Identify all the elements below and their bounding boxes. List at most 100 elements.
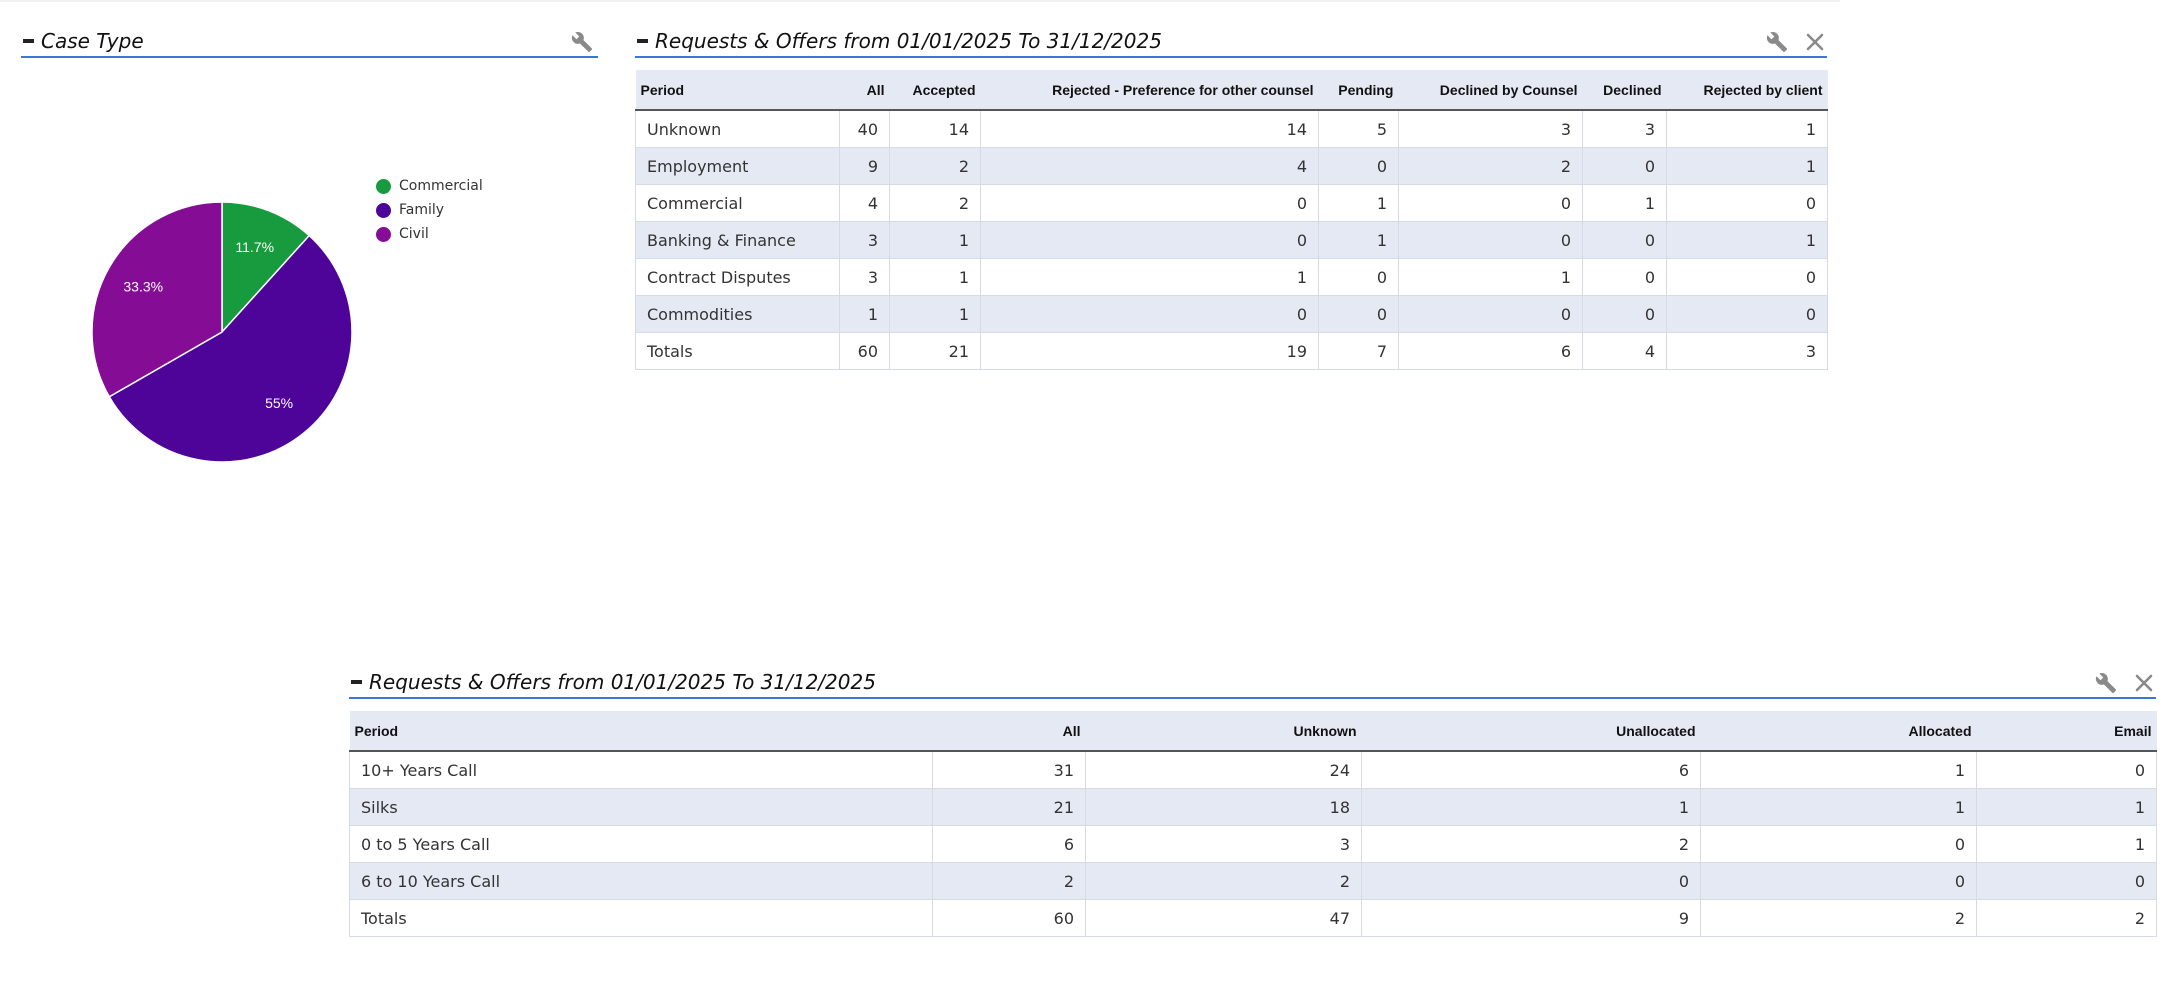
value-cell: 0 [1318, 295, 1399, 333]
value-cell: 1 [1361, 788, 1701, 826]
requests-by-seniority-title-wrap: Requests & Offers from 01/01/2025 To 31/… [351, 672, 876, 692]
value-cell: 6 [1398, 332, 1583, 370]
value-cell: 0 [1582, 295, 1667, 333]
row-label-cell: Employment [635, 147, 840, 185]
column-header[interactable]: All [839, 70, 890, 111]
value-cell: 0 [1398, 295, 1583, 333]
legend-swatch-commercial [376, 178, 391, 194]
legend-item-civil[interactable]: Civil [376, 222, 483, 246]
legend-label-civil: Civil [399, 226, 429, 242]
value-cell: 21 [932, 788, 1086, 826]
wrench-icon[interactable] [2094, 671, 2118, 695]
column-header[interactable]: All [932, 711, 1086, 752]
table-row[interactable]: Totals 60 21 19 7 6 4 3 [635, 332, 1828, 370]
table-row[interactable]: Totals 60 47 9 2 2 [349, 899, 2157, 937]
requests-by-type-title: Requests & Offers from 01/01/2025 To 31/… [655, 29, 1162, 53]
table-row[interactable]: 0 to 5 Years Call 6 3 2 0 1 [349, 825, 2157, 863]
column-header[interactable]: Allocated [1700, 711, 1977, 752]
column-header[interactable]: Period [635, 70, 840, 111]
value-cell: 18 [1085, 788, 1362, 826]
requests-by-type-header: Requests & Offers from 01/01/2025 To 31/… [635, 0, 1827, 58]
legend-item-commercial[interactable]: Commercial [376, 174, 483, 198]
table-row[interactable]: Silks 21 18 1 1 1 [349, 788, 2157, 826]
value-cell: 2 [889, 184, 981, 222]
table-row[interactable]: Banking & Finance 3 1 0 1 0 0 1 [635, 221, 1828, 259]
row-label-cell: Commercial [635, 184, 840, 222]
column-header[interactable]: Declined [1582, 70, 1667, 111]
close-icon[interactable] [2132, 671, 2156, 695]
pie-slice-civil[interactable] [91, 201, 223, 398]
value-cell: 0 [980, 184, 1319, 222]
value-cell: 6 [932, 825, 1086, 863]
value-cell: 3 [1582, 109, 1667, 148]
column-header[interactable]: Email [1976, 711, 2157, 752]
table-row[interactable]: Unknown 40 14 14 5 3 3 1 [635, 109, 1828, 148]
wrench-icon[interactable] [570, 30, 594, 54]
value-cell: 1 [1666, 221, 1828, 259]
value-cell: 1 [1666, 147, 1828, 185]
value-cell: 3 [1398, 109, 1583, 148]
value-cell: 1 [1976, 788, 2157, 826]
table-row[interactable]: 10+ Years Call 31 24 6 1 0 [349, 750, 2157, 789]
value-cell: 1 [980, 258, 1319, 296]
value-cell: 0 [1318, 258, 1399, 296]
legend-swatch-civil [376, 226, 391, 242]
value-cell: 0 [1398, 184, 1583, 222]
column-header[interactable]: Unallocated [1361, 711, 1701, 752]
value-cell: 0 [980, 221, 1319, 259]
value-cell: 0 [1582, 258, 1667, 296]
column-header[interactable]: Pending [1318, 70, 1399, 111]
row-label-cell: Commodities [635, 295, 840, 333]
table-row[interactable]: Employment 9 2 4 0 2 0 1 [635, 147, 1828, 185]
value-cell: 0 [1398, 221, 1583, 259]
pie-slice-family[interactable] [108, 234, 353, 463]
value-cell: 1 [1582, 184, 1667, 222]
value-cell: 40 [839, 109, 890, 148]
column-header[interactable]: Accepted [889, 70, 981, 111]
value-cell: 1 [889, 258, 981, 296]
value-cell: 2 [932, 862, 1086, 900]
value-cell: 3 [1666, 332, 1828, 370]
table-row[interactable]: 6 to 10 Years Call 2 2 0 0 0 [349, 862, 2157, 900]
value-cell: 24 [1085, 750, 1362, 789]
value-cell: 0 [1582, 221, 1667, 259]
column-header[interactable]: Declined by Counsel [1398, 70, 1583, 111]
column-header[interactable]: Rejected by client [1666, 70, 1828, 111]
requests-by-seniority-title: Requests & Offers from 01/01/2025 To 31/… [369, 670, 876, 694]
value-cell: 47 [1085, 899, 1362, 937]
value-cell: 21 [889, 332, 981, 370]
case-type-title-wrap: Case Type [23, 31, 144, 51]
pie-data-label-civil: 33.3% [123, 278, 163, 294]
case-type-widget: Case Type [21, 0, 598, 58]
value-cell: 0 [1318, 147, 1399, 185]
legend-swatch-family [376, 202, 391, 218]
value-cell: 4 [1582, 332, 1667, 370]
table-row[interactable]: Commercial 4 2 0 1 0 1 0 [635, 184, 1828, 222]
value-cell: 2 [1361, 825, 1701, 863]
column-header[interactable]: Unknown [1085, 711, 1362, 752]
value-cell: 4 [980, 147, 1319, 185]
value-cell: 0 [980, 295, 1319, 333]
value-cell: 14 [889, 109, 981, 148]
collapse-icon[interactable] [351, 679, 362, 684]
value-cell: 1 [1700, 788, 1977, 826]
pie-slice-commercial[interactable] [221, 201, 311, 334]
value-cell: 1 [1318, 184, 1399, 222]
column-header[interactable]: Rejected - Preference for other counsel [980, 70, 1319, 111]
row-label-cell: Silks [349, 788, 933, 826]
close-icon[interactable] [1803, 30, 1827, 54]
table-row[interactable]: Contract Disputes 3 1 1 0 1 0 0 [635, 258, 1828, 296]
value-cell: 1 [889, 295, 981, 333]
top-divider [0, 0, 1840, 2]
collapse-icon[interactable] [23, 38, 34, 43]
value-cell: 60 [932, 899, 1086, 937]
collapse-icon[interactable] [637, 38, 648, 43]
value-cell: 60 [839, 332, 890, 370]
legend-item-family[interactable]: Family [376, 198, 483, 222]
requests-by-type-title-wrap: Requests & Offers from 01/01/2025 To 31/… [637, 31, 1162, 51]
value-cell: 3 [839, 221, 890, 259]
table-row[interactable]: Commodities 1 1 0 0 0 0 0 [635, 295, 1828, 333]
row-label-cell: Contract Disputes [635, 258, 840, 296]
wrench-icon[interactable] [1765, 30, 1789, 54]
column-header[interactable]: Period [349, 711, 933, 752]
